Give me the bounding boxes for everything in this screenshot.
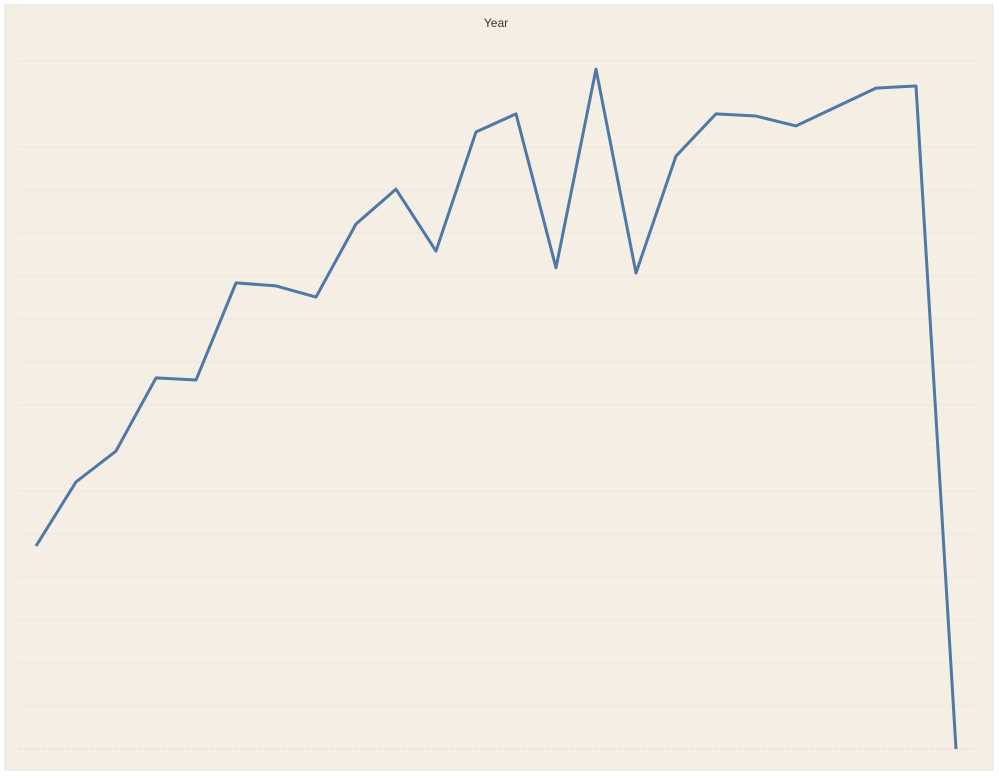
line — [34, 67, 958, 750]
background — [4, 4, 994, 771]
chart-title: Year — [484, 16, 508, 30]
